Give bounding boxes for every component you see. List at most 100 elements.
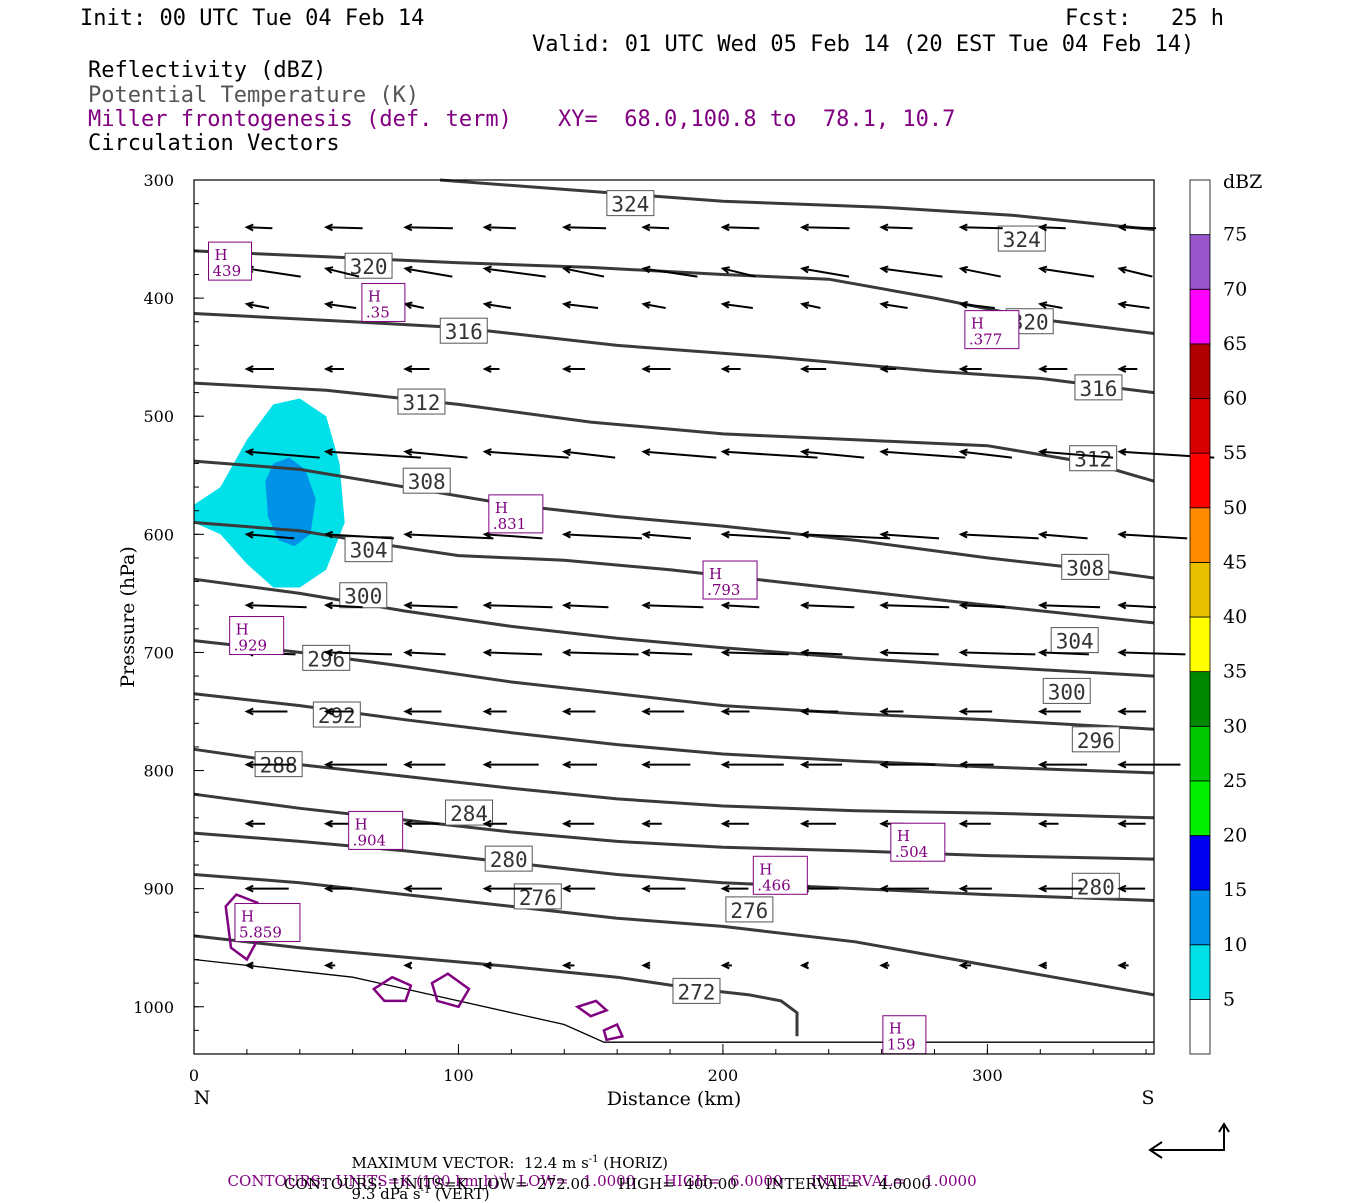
vector-head [799, 448, 810, 457]
theta-contour-276 [193, 873, 1155, 997]
vector-head [403, 365, 413, 373]
vector-head [799, 223, 810, 232]
max-label-h: H [971, 315, 984, 333]
x-tick-label: 200 [708, 1066, 739, 1085]
vector-head [561, 707, 572, 716]
circulation-vector [643, 267, 698, 278]
vector-head [1037, 530, 1048, 539]
circulation-vector [960, 533, 1039, 540]
theta-label-308: 308 [1061, 553, 1110, 580]
contour-label-box [606, 190, 655, 217]
theta-contour-272 [193, 934, 799, 1037]
circulation-vector [405, 267, 453, 278]
vector-head [720, 884, 730, 893]
field-frontogenesis: Miller frontogenesis (def. term) [88, 107, 512, 132]
circulation-vector [484, 651, 543, 656]
vector-head [1037, 819, 1048, 828]
vector-head [720, 819, 730, 828]
vector-head [720, 707, 730, 716]
circulation-vector [405, 450, 468, 459]
circulation-vector [722, 303, 753, 310]
y-tick-label: 1000 [133, 998, 174, 1017]
max-label-h: H [241, 908, 254, 926]
colorbar-segment [1189, 343, 1211, 399]
vector-head [958, 530, 968, 539]
vector-head [1117, 819, 1127, 828]
vector-head [1037, 601, 1048, 610]
colorbar-segment [1189, 288, 1211, 345]
circulation-vector [1040, 303, 1063, 309]
contour-label-box [997, 225, 1046, 252]
colorbar-segment [1189, 234, 1211, 290]
fronto-contour [430, 972, 471, 1009]
contour-label-box [402, 467, 451, 494]
circulation-vector [564, 226, 607, 230]
vector-head [958, 648, 968, 657]
theta-label-320: 320 [344, 252, 393, 279]
contour-label-box [302, 644, 351, 671]
contour-label-text: 316 [445, 320, 483, 344]
theta-label-276: 276 [725, 896, 774, 923]
vector-head [244, 530, 254, 539]
colorbar-label: 50 [1223, 497, 1247, 519]
frontogenesis-max: H.904 [348, 810, 404, 850]
vector-head [323, 648, 334, 657]
vector-head [403, 760, 413, 769]
max-label-box [208, 241, 253, 281]
x-tick-label: 0 [189, 1066, 199, 1085]
circulation-vector [722, 651, 789, 656]
circulation-vector [1119, 651, 1186, 656]
max-label-h: H [889, 1020, 902, 1038]
max-label-h: H [236, 621, 249, 639]
vector-head [403, 884, 413, 893]
circulation-vector [405, 303, 424, 309]
theta-contour-304 [193, 521, 1155, 625]
colorbar-label: 20 [1223, 825, 1247, 847]
vector-head [958, 265, 968, 274]
theta-label-312: 312 [397, 388, 446, 415]
contour-label-text: 312 [402, 391, 440, 415]
contour-label-box [725, 896, 774, 923]
colorbar-segment [1189, 671, 1211, 727]
vector-head [403, 648, 413, 657]
theta-label-324: 324 [997, 225, 1046, 252]
vector-head [641, 648, 651, 657]
vector-head [323, 448, 334, 456]
max-label-value: .929 [234, 637, 267, 655]
circulation-vector [1119, 267, 1153, 278]
vector-head [879, 961, 889, 970]
circulation-vector [246, 303, 270, 309]
circulation-vector [326, 226, 363, 230]
fronto-contour [371, 975, 413, 1003]
circulation-vector [564, 267, 605, 278]
circulation-vector [881, 267, 943, 278]
contour-label-text: 296 [307, 647, 345, 671]
vector-head [561, 365, 572, 373]
vector-head [482, 760, 492, 769]
contour-label-box [1050, 627, 1099, 654]
vector-head [1037, 223, 1048, 232]
vector-head [561, 448, 572, 457]
vector-head [244, 884, 254, 893]
vector-head [1117, 365, 1127, 373]
reflectivity-area [265, 457, 316, 547]
contour-label-text: 292 [318, 704, 356, 728]
vector-head [720, 300, 730, 309]
vector-head [1037, 648, 1048, 657]
vector-head [641, 707, 651, 716]
y-tick-label: 500 [143, 407, 174, 426]
y-tick-label: 600 [143, 525, 174, 544]
vector-head [561, 223, 572, 232]
vector-head [958, 223, 968, 232]
circulation-vector [564, 533, 643, 540]
circulation-vector [802, 267, 850, 278]
vector-head [720, 648, 730, 657]
vector-head [561, 300, 572, 309]
circulation-vector [802, 651, 843, 656]
circulation-vector [1119, 604, 1157, 609]
x-axis-label: Distance (km) [607, 1088, 742, 1110]
vector-head [641, 265, 651, 274]
contour-label-text: 312 [1074, 448, 1112, 472]
vector-head [482, 884, 492, 893]
